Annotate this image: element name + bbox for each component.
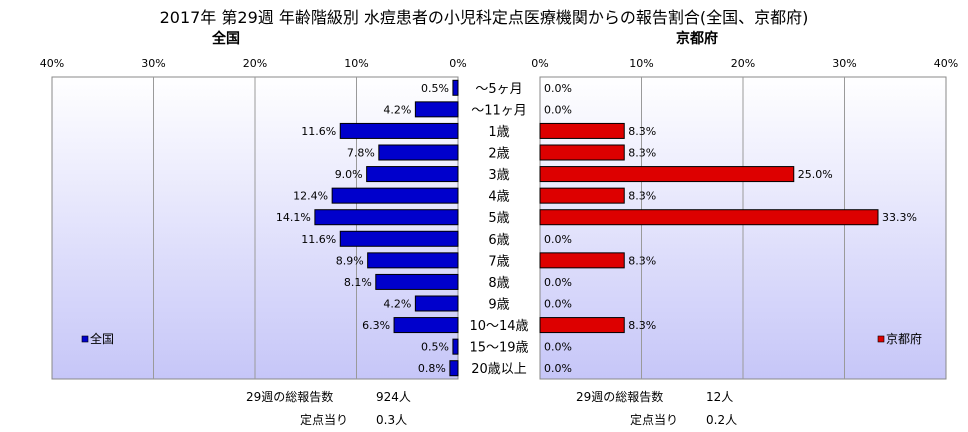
age-category-label: 15～19歳 [469,341,528,356]
national-bar-value-label: 8.1% [344,276,372,289]
national-per-sentinel-label: 定点当り [300,413,349,427]
kyoto-bar-value-label: 8.3% [628,319,656,332]
kyoto-per-sentinel-label: 定点当り [630,413,679,427]
age-category-label: 10～14歳 [469,319,528,334]
kyoto-legend-label: 京都府 [886,331,922,346]
national-bar [452,338,459,355]
national-total-label: 29週の総報告数 [246,390,334,404]
national-x-tick-label: 40% [40,57,64,70]
national-bar [339,230,459,247]
national-bar [339,122,459,139]
age-category-label: 20歳以上 [471,362,527,377]
kyoto-bar [539,317,625,334]
kyoto-panel-title: 京都府 [676,31,718,47]
kyoto-x-tick-label: 20% [731,57,755,70]
kyoto-bar-value-label: 8.3% [628,147,656,160]
kyoto-bar-value-label: 0.0% [544,82,572,95]
kyoto-bar-value-label: 0.0% [544,341,572,354]
kyoto-total-value: 12人 [706,390,734,404]
age-category-label: 5歳 [488,211,509,226]
national-bar [367,252,459,269]
age-category-label: 2歳 [488,147,509,162]
national-bar-value-label: 4.2% [383,298,411,311]
national-bar [393,317,459,334]
national-bar-value-label: 12.4% [293,190,328,203]
kyoto-bar-value-label: 8.3% [628,254,656,267]
national-bar [331,187,459,204]
kyoto-legend-swatch [877,335,885,343]
national-bar-value-label: 0.5% [421,82,449,95]
kyoto-bar-value-label: 8.3% [628,190,656,203]
kyoto-bar [539,252,625,269]
national-legend-swatch [81,335,89,343]
national-bar-value-label: 0.8% [418,362,446,375]
age-category-label: ～5ヶ月 [475,82,522,97]
kyoto-bar-value-label: 33.3% [882,211,917,224]
national-bar [375,273,459,290]
kyoto-bar-value-label: 0.0% [544,298,572,311]
national-bar [314,209,459,226]
age-category-label: 6歳 [488,233,509,248]
national-x-tick-label: 30% [141,57,165,70]
national-bar-value-label: 0.5% [421,341,449,354]
national-legend-label: 全国 [90,331,114,346]
age-category-label: 1歳 [488,125,509,140]
age-category-label: 7歳 [488,254,509,269]
national-bar [414,295,459,312]
national-bar-value-label: 8.9% [336,254,364,267]
national-bar-value-label: 11.6% [301,233,336,246]
kyoto-bar [539,209,879,226]
kyoto-bar-value-label: 0.0% [544,276,572,289]
chart-title: 2017年 第29週 年齢階級別 水痘患者の小児科定点医療機関からの報告割合(全… [159,8,809,27]
kyoto-bar [539,166,795,183]
kyoto-bar [539,187,625,204]
national-bar [378,144,459,161]
national-bar [414,101,459,118]
national-x-tick-label: 20% [243,57,267,70]
kyoto-per-sentinel-value: 0.2人 [706,413,738,427]
national-panel-title: 全国 [212,31,240,47]
age-category-label: 4歳 [488,190,509,205]
kyoto-bar-value-label: 0.0% [544,103,572,116]
national-bar [449,360,459,377]
kyoto-total-label: 29週の総報告数 [576,390,664,404]
kyoto-x-tick-label: 0% [531,57,548,70]
kyoto-x-tick-label: 10% [629,57,653,70]
national-x-tick-label: 0% [449,57,466,70]
kyoto-bar-value-label: 8.3% [628,125,656,138]
age-category-label: 9歳 [488,298,509,313]
age-category-label: 8歳 [488,276,509,291]
national-bar [452,79,459,96]
national-bar-value-label: 6.3% [362,319,390,332]
national-total-value: 924人 [376,390,411,404]
kyoto-bar [539,144,625,161]
kyoto-x-tick-label: 40% [934,57,958,70]
kyoto-x-tick-label: 30% [832,57,856,70]
national-bar-value-label: 4.2% [383,103,411,116]
age-category-label: ～11ヶ月 [471,103,527,118]
kyoto-bar-value-label: 0.0% [544,362,572,375]
national-bar-value-label: 7.8% [347,147,375,160]
national-bar-value-label: 14.1% [276,211,311,224]
national-per-sentinel-value: 0.3人 [376,413,408,427]
national-bar-value-label: 9.0% [335,168,363,181]
age-category-label: 3歳 [488,168,509,183]
kyoto-bar-value-label: 25.0% [798,168,833,181]
national-x-tick-label: 10% [344,57,368,70]
national-bar-value-label: 11.6% [301,125,336,138]
kyoto-bar-value-label: 0.0% [544,233,572,246]
national-bar [366,166,459,183]
kyoto-bar [539,122,625,139]
